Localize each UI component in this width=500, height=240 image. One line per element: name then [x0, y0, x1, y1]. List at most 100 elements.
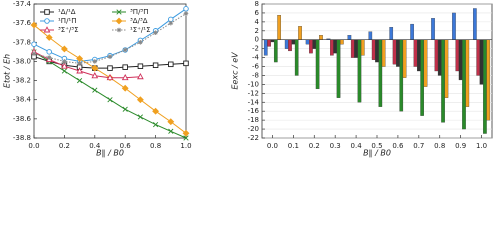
legend-marker — [44, 18, 50, 24]
marker — [61, 62, 68, 69]
bar — [368, 31, 373, 40]
y-tick-label: -38.0 — [13, 57, 31, 65]
x-tick-label: 1.0 — [180, 142, 191, 150]
background — [0, 0, 500, 160]
marker — [152, 62, 159, 69]
bar — [410, 23, 414, 40]
legend-marker — [115, 17, 123, 25]
marker — [91, 72, 99, 79]
legend-label: ¹Δ/¹Δ — [58, 8, 76, 16]
bar — [263, 39, 268, 56]
marker — [46, 55, 52, 60]
bar — [273, 39, 278, 63]
marker — [152, 107, 160, 115]
bar — [413, 39, 418, 67]
bar — [399, 39, 404, 112]
x-tick-label: 0.0 — [267, 142, 278, 150]
figure: -37.4 -37.6 -37.8 -38.0 -38.2 -38.4 -38.6 -38.8… — [0, 0, 500, 160]
bar — [294, 39, 299, 76]
legend-label: ³Δ/³Δ — [130, 17, 148, 25]
x-tick-label: 0.6 — [120, 142, 132, 150]
bar — [396, 39, 400, 67]
marker — [107, 54, 113, 59]
bar — [357, 39, 362, 103]
bar — [375, 39, 379, 63]
y-tick-label: -37.8 — [13, 38, 31, 46]
bar — [309, 39, 313, 54]
x-tick-label: 0.0 — [28, 142, 39, 150]
bar — [284, 39, 289, 49]
marker — [107, 65, 113, 71]
bar — [420, 39, 424, 116]
y-tick-label: -38.4 — [13, 96, 32, 104]
y-tick-label: 4 — [255, 18, 260, 26]
marker — [122, 47, 128, 53]
marker — [136, 96, 144, 104]
bar — [360, 39, 365, 56]
marker — [107, 97, 113, 103]
y-tick-label: -6 — [252, 63, 260, 71]
marker — [137, 114, 144, 120]
x-tick-label: 0.5 — [371, 142, 382, 150]
bar — [336, 39, 341, 98]
legend-label: ³Π/³Π — [130, 8, 149, 16]
bar — [462, 39, 466, 130]
y-tick-label: -38.6 — [13, 115, 32, 123]
x-axis-label: B∥ / B0 — [96, 149, 124, 158]
marker — [60, 45, 68, 53]
y-tick-label: -20 — [248, 125, 259, 133]
x-tick-label: 0.2 — [59, 142, 70, 150]
bar — [381, 39, 386, 67]
bar — [312, 39, 317, 49]
marker — [92, 59, 98, 64]
bar — [486, 39, 491, 121]
bar — [434, 39, 439, 72]
bar — [333, 39, 338, 54]
y-tick-label: -10 — [248, 80, 259, 88]
marker — [122, 64, 128, 70]
marker — [168, 20, 174, 26]
y-tick-label: -4 — [252, 54, 260, 62]
bar — [479, 39, 484, 85]
bar — [473, 8, 477, 40]
y-tick-label: 2 — [255, 27, 259, 35]
marker — [121, 84, 129, 92]
x-tick-label: 0.8 — [150, 142, 161, 150]
y-tick-label: -37.4 — [13, 0, 32, 8]
y-tick-label: 0 — [255, 36, 259, 44]
x-tick-label: 0.4 — [89, 142, 101, 150]
bar — [298, 26, 302, 40]
marker — [182, 129, 190, 137]
y-tick-label: -22 — [248, 134, 259, 142]
y-tick-label: -38.8 — [13, 134, 31, 142]
x-tick-label: 0.2 — [309, 142, 320, 150]
legend-label: ³Σ⁺/³Σ — [58, 26, 79, 34]
marker — [152, 121, 159, 128]
x-tick-label: 0.7 — [413, 142, 424, 150]
bar — [476, 39, 481, 76]
bar — [416, 39, 421, 72]
marker — [183, 11, 189, 16]
bar — [315, 39, 320, 90]
bar — [305, 39, 310, 45]
marker — [62, 59, 67, 64]
marker — [183, 60, 189, 67]
marker — [137, 72, 144, 80]
marker — [138, 39, 143, 45]
marker — [31, 51, 37, 57]
marker — [92, 87, 98, 93]
bar — [402, 39, 407, 78]
bar — [350, 39, 355, 58]
y-tick-label: 8 — [255, 0, 259, 8]
bar — [291, 39, 296, 45]
y-axis-label: Eexc / eV — [231, 52, 240, 90]
x-tick-label: 0.8 — [434, 142, 445, 150]
x-tick-label: 1.0 — [476, 142, 487, 150]
legend-label: ¹Σ⁺/¹Σ — [130, 26, 151, 34]
y-tick-label: -8 — [252, 71, 259, 79]
bar — [277, 15, 281, 40]
x-tick-label: 0.3 — [330, 142, 341, 150]
bar — [340, 39, 344, 45]
bar — [347, 35, 352, 40]
marker — [61, 68, 68, 74]
